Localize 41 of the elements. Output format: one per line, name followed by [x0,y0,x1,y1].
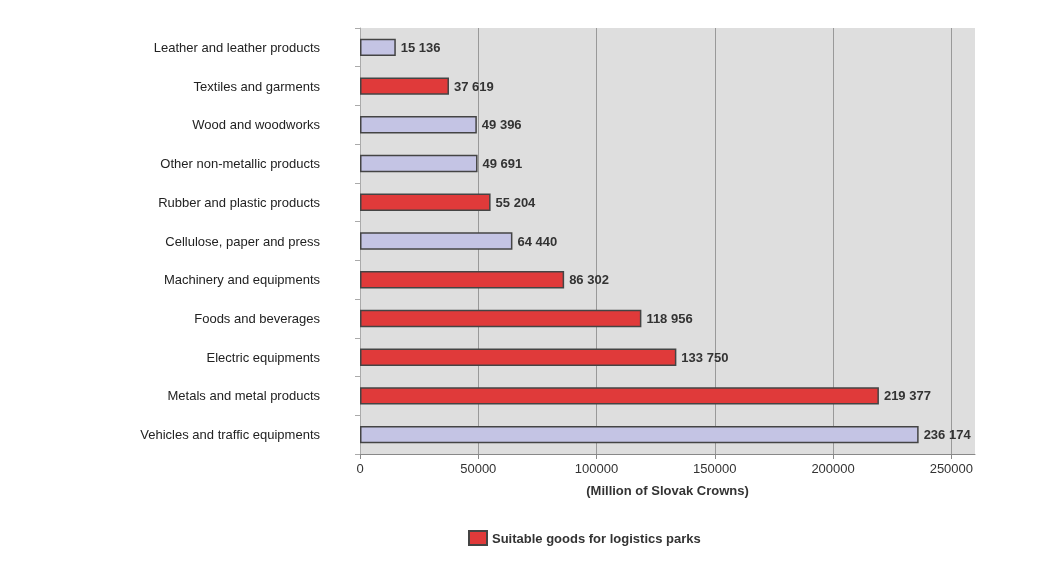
data-label: 236 174 [923,427,972,443]
y-tick-label: Machinery and equipments [163,272,321,288]
data-label: 49 691 [482,156,523,172]
bar [360,193,491,211]
y-tick-label: Metals and metal products [167,388,321,404]
x-tick-label: 150000 [693,461,737,476]
bar [360,425,919,444]
data-label: 49 396 [481,117,522,133]
x-axis-title: (Million of Slovak Crowns) [586,483,749,498]
y-tick-label: Other non-metallic products [160,156,321,172]
bar [360,232,513,250]
y-tick-label: Cellulose, paper and press [165,233,321,249]
bar [360,309,642,328]
bar [360,77,449,95]
y-tick-label: Rubber and plastic products [158,194,321,210]
data-label: 37 619 [453,78,494,94]
x-tick-label: 100000 [574,461,619,476]
data-label: 86 302 [569,272,609,288]
data-label: 55 204 [495,194,537,210]
y-tick-label: Electric equipments [206,349,321,365]
legend-label: Suitable goods for logistics parks [492,530,701,546]
data-label: 219 377 [883,388,931,404]
y-tick-label: Wood and woodworks [192,117,321,133]
y-tick-label: Textiles and garments [193,78,321,94]
bar [360,348,677,366]
bar [360,154,478,173]
x-tick-label: 200000 [811,461,855,476]
y-tick-label: Foods and beverages [194,310,321,326]
y-tick-label: Leather and leather products [153,39,321,55]
data-label: 133 750 [681,349,729,365]
data-label: 118 956 [646,310,693,326]
x-tick-label: 0 [356,461,364,476]
x-tick-label: 50000 [460,461,497,476]
bar [360,271,565,289]
bar [360,38,396,57]
x-tick-label: 250000 [929,461,974,476]
bar [360,387,879,405]
y-tick-label: Vehicles and traffic equipments [140,427,321,443]
data-label: 15 136 [400,39,441,55]
bar [360,116,477,134]
data-label: 64 440 [517,233,558,249]
